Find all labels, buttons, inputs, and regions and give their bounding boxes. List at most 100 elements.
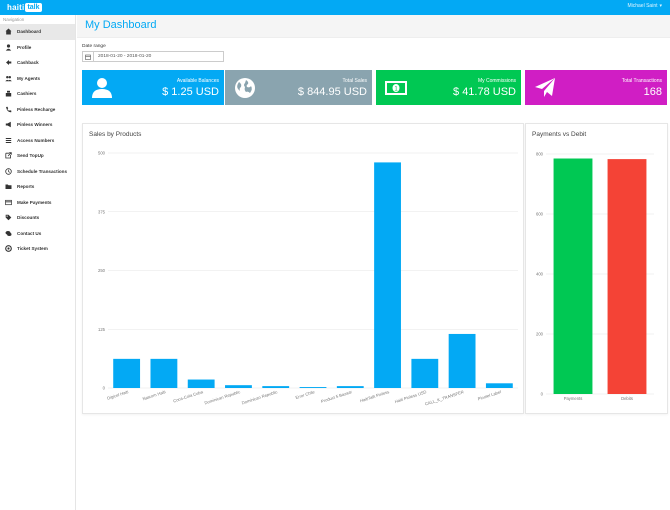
caret-down-icon: ▾ (659, 3, 662, 9)
sidebar-item-pinless-recharge[interactable]: Pinless Recharge (0, 102, 75, 118)
users-icon (5, 75, 12, 82)
sidebar-nav: Dashboard Profile Cashback My Agents Cashier… (0, 24, 75, 257)
x-tick-label: Pinotel Label (477, 389, 502, 401)
date-range-input[interactable]: 2018-01-20 - 2018-01-20 (82, 51, 224, 62)
y-tick-label: 0 (103, 386, 106, 391)
sales-by-products-title: Sales by Products (89, 131, 142, 138)
sidebar-item-contact-us[interactable]: Contact Us (0, 226, 75, 242)
bar (448, 333, 476, 388)
logo[interactable]: haiti talk (7, 2, 42, 13)
bar (187, 379, 215, 388)
user-icon (5, 44, 12, 51)
stat-card-available-balances: Available Balances $ 1.25 USD (82, 70, 224, 105)
home-icon (5, 28, 12, 35)
sales-by-products-panel: Sales by Products 0 125 250 375 500 Digicel H… (82, 123, 524, 414)
folder-icon (5, 183, 12, 190)
sidebar-item-label: Profile (17, 44, 32, 50)
stat-card-total-transactions: Total Transactions 168 (525, 70, 667, 105)
x-tick-label: Natcom Haiti (142, 389, 166, 401)
lifebuoy-icon (5, 245, 12, 253)
sidebar-item-label: Schedule Transactions (17, 168, 68, 174)
y-tick-label: 500 (98, 151, 106, 156)
sidebar-item-label: Make Payments (17, 199, 52, 205)
sidebar-item-make-payments[interactable]: Make Payments (0, 195, 75, 211)
sidebar-item-discounts[interactable]: Discounts (0, 210, 75, 226)
calendar-icon[interactable] (83, 52, 94, 61)
x-tick-label: Haiti Pinless USD (394, 389, 427, 404)
sidebar-item-dashboard[interactable]: Dashboard (0, 24, 75, 40)
x-tick-label: Debits (621, 396, 633, 401)
y-tick-label: 200 (536, 332, 544, 337)
sidebar-item-schedule-transactions[interactable]: Schedule Transactions (0, 164, 75, 180)
stat-card-value: $ 1.25 USD (162, 86, 219, 98)
clock-icon (5, 168, 12, 175)
sidebar-item-reports[interactable]: Reports (0, 179, 75, 195)
megaphone-icon (5, 121, 12, 128)
x-tick-label: Dominican Republic (241, 389, 278, 405)
stat-card-label: Available Balances (176, 78, 219, 84)
y-tick-label: 125 (98, 327, 106, 332)
y-tick-label: 250 (98, 268, 106, 273)
user-menu[interactable]: Michael Saint ▾ (627, 3, 662, 9)
y-tick-label: 0 (541, 392, 544, 397)
sidebar-item-label: Send TopUp (17, 153, 44, 159)
bar (411, 358, 439, 388)
stat-card-value: $ 41.78 USD (453, 86, 516, 98)
bar (553, 158, 593, 394)
chat-icon (5, 230, 12, 237)
x-tick-label: Error Chile (295, 389, 316, 400)
sidebar-item-label: Dashboard (17, 29, 41, 35)
sidebar-item-label: Cashback (17, 60, 39, 66)
sidebar-item-ticket-system[interactable]: Ticket System (0, 241, 75, 257)
sidebar-item-cashiers[interactable]: Cashiers (0, 86, 75, 102)
top-bar: haiti talk Michael Saint ▾ (0, 0, 670, 15)
bar (336, 386, 364, 388)
sidebar-item-send-topup[interactable]: Send TopUp (0, 148, 75, 164)
bar (150, 358, 178, 388)
stat-card-label: My Commissions (477, 78, 516, 84)
sidebar-item-cashback[interactable]: Cashback (0, 55, 75, 71)
sidebar-item-label: Discounts (17, 215, 40, 221)
x-tick-label: HaitiTalk Pinless (359, 389, 390, 403)
phone-icon (5, 106, 12, 113)
stat-card-total-sales: Total Sales $ 844.95 USD (225, 70, 372, 105)
logo-text-talk: talk (25, 3, 42, 12)
sidebar-item-label: Access Numbers (17, 137, 55, 143)
sidebar-item-pinless-winners[interactable]: Pinless Winners (0, 117, 75, 133)
sidebar: Navigation Dashboard Profile Cashback My Ag… (0, 15, 76, 510)
sidebar-item-access-numbers[interactable]: Access Numbers (0, 133, 75, 149)
sales-by-products-chart: 0 125 250 375 500 Digicel Haiti Natcom Haiti Co… (98, 151, 518, 406)
y-tick-label: 800 (536, 152, 544, 157)
sidebar-item-profile[interactable]: Profile (0, 40, 75, 56)
back-arrow-icon (5, 59, 12, 66)
bar (113, 358, 141, 388)
sidebar-item-my-agents[interactable]: My Agents (0, 71, 75, 87)
list-icon (5, 137, 12, 144)
stat-card-value: $ 844.95 USD (297, 86, 367, 98)
user-name: Michael Saint (627, 3, 658, 9)
paper-plane-icon (533, 76, 557, 100)
y-tick-label: 600 (536, 212, 544, 217)
tag-icon (5, 214, 12, 221)
money-icon: 1 (384, 76, 408, 100)
page-title: My Dashboard (85, 19, 157, 31)
sidebar-item-label: Pinless Winners (17, 122, 53, 128)
bar (225, 385, 252, 388)
bar (299, 387, 327, 388)
cashier-icon (5, 90, 12, 97)
page-header: My Dashboard (77, 15, 670, 38)
bar (607, 159, 647, 394)
stat-card-my-commissions: 1 My Commissions $ 41.78 USD (376, 70, 521, 105)
payments-vs-debit-title: Payments vs Debit (532, 131, 587, 138)
x-tick-label: Coca-Cola Cuba (172, 389, 204, 404)
send-icon (5, 152, 12, 159)
user-icon (90, 76, 114, 100)
stat-card-label: Total Sales (342, 78, 367, 84)
bar (262, 386, 290, 388)
card-icon (5, 199, 12, 206)
y-tick-label: 375 (98, 209, 106, 214)
sidebar-title: Navigation (3, 17, 25, 22)
sidebar-item-label: Cashiers (17, 91, 37, 97)
sidebar-item-label: Contact Us (17, 230, 42, 236)
payments-vs-debit-panel: Payments vs Debit 0 200 400 600 800 Payments D… (525, 123, 668, 414)
